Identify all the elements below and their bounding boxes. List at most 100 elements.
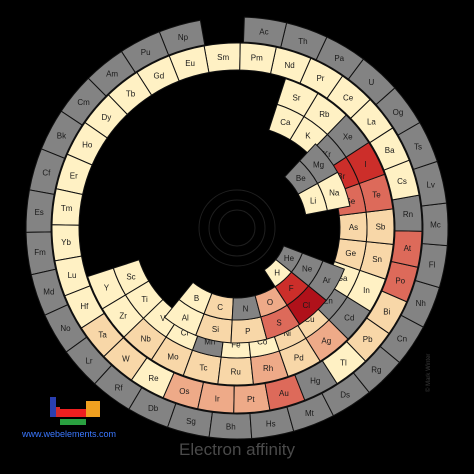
element-symbol-th: Th <box>298 37 307 46</box>
element-symbol-nh: Nh <box>416 299 426 308</box>
guide-circles <box>198 189 276 267</box>
element-cell-md[interactable] <box>30 268 69 316</box>
element-cell-ti[interactable] <box>124 280 164 320</box>
element-cell-dy[interactable] <box>84 94 128 139</box>
element-symbol-se: Se <box>345 197 355 206</box>
element-cell-eu[interactable] <box>168 45 210 82</box>
element-cell-ds[interactable] <box>321 372 370 417</box>
element-cell-ce[interactable] <box>326 75 371 119</box>
element-cell-er[interactable] <box>55 153 93 196</box>
element-cell-ho[interactable] <box>66 121 108 166</box>
element-cell-hs[interactable] <box>249 406 295 440</box>
element-cell-be[interactable] <box>284 160 319 195</box>
element-cell-cn[interactable] <box>379 314 424 364</box>
element-cell-bk[interactable] <box>40 110 83 159</box>
element-cell-he[interactable] <box>275 245 303 273</box>
element-cell-np[interactable] <box>158 19 206 56</box>
element-cell-pt[interactable] <box>233 382 271 414</box>
element-symbol-cl: Cl <box>302 301 310 310</box>
element-cell-os[interactable] <box>162 372 205 410</box>
element-cell-cm[interactable] <box>60 77 107 126</box>
element-cell-sg[interactable] <box>166 403 213 438</box>
element-symbol-cm: Cm <box>77 98 90 107</box>
element-cell-pa[interactable] <box>315 36 365 80</box>
element-cell-au[interactable] <box>264 374 306 411</box>
element-cell-gd[interactable] <box>136 55 180 96</box>
element-symbol-eu: Eu <box>185 59 195 68</box>
element-cell-rn[interactable] <box>391 194 423 232</box>
element-cell-lu[interactable] <box>54 255 91 297</box>
element-cell-am[interactable] <box>87 50 136 97</box>
element-cell-ir[interactable] <box>197 381 235 414</box>
element-cell-at[interactable] <box>390 230 423 268</box>
element-symbol-pu: Pu <box>141 48 151 57</box>
element-cell-hg[interactable] <box>294 360 338 401</box>
element-symbol-cu: Cu <box>304 315 314 324</box>
element-cell-ge[interactable] <box>333 238 367 271</box>
element-cell-cs[interactable] <box>383 159 420 201</box>
element-cell-ts[interactable] <box>397 121 438 170</box>
element-symbol-as: As <box>349 223 358 232</box>
element-cell-h[interactable] <box>263 258 293 288</box>
element-cell-tl[interactable] <box>321 340 367 385</box>
element-cell-n[interactable] <box>231 295 262 321</box>
element-cell-o[interactable] <box>254 286 288 318</box>
element-symbol-ni: Ni <box>283 329 291 338</box>
element-symbol-ts: Ts <box>414 143 422 152</box>
element-cell-rf[interactable] <box>94 364 143 410</box>
element-symbol-mo: Mo <box>167 352 179 361</box>
element-symbol-ag: Ag <box>321 336 331 345</box>
element-cell-mt[interactable] <box>286 392 335 432</box>
element-cell-ac[interactable] <box>242 16 288 48</box>
element-cell-ca[interactable] <box>268 103 305 141</box>
element-cell-pr[interactable] <box>299 57 344 99</box>
element-symbol-ar: Ar <box>323 276 331 285</box>
element-symbol-rg: Rg <box>371 365 381 374</box>
element-symbol-p: P <box>245 327 250 336</box>
element-cell-b[interactable] <box>178 281 213 315</box>
element-cell-ba[interactable] <box>369 127 410 171</box>
element-cell-nh[interactable] <box>400 279 441 328</box>
element-cell-fm[interactable] <box>25 231 57 276</box>
element-cell-w[interactable] <box>103 337 148 381</box>
element-cell-cf[interactable] <box>28 148 66 196</box>
element-cell-lv[interactable] <box>412 160 448 207</box>
element-cell-pu[interactable] <box>120 31 170 74</box>
element-cell-og[interactable] <box>375 87 421 136</box>
element-cell-tm[interactable] <box>51 188 84 226</box>
element-cell-th[interactable] <box>280 22 328 61</box>
element-cell-yb[interactable] <box>51 224 83 262</box>
element-symbol-ti: Ti <box>141 295 148 304</box>
element-symbol-og: Og <box>393 108 404 117</box>
element-symbol-kr: Kr <box>323 150 331 159</box>
element-cell-hf[interactable] <box>64 285 105 329</box>
element-cell-la[interactable] <box>349 98 394 144</box>
element-cell-tb[interactable] <box>107 71 153 116</box>
element-cell-ta[interactable] <box>80 312 125 358</box>
element-cell-li[interactable] <box>297 182 328 216</box>
element-cell-no[interactable] <box>44 304 88 353</box>
element-cell-mc[interactable] <box>421 202 449 247</box>
element-symbol-be: Be <box>296 174 306 183</box>
website-link[interactable]: www.webelements.com <box>22 429 117 439</box>
element-cell-bi[interactable] <box>366 290 408 335</box>
element-symbol-nd: Nd <box>285 61 295 70</box>
element-cell-fl[interactable] <box>414 243 448 289</box>
element-cell-u[interactable] <box>347 58 396 106</box>
element-cell-es[interactable] <box>25 189 55 233</box>
element-cell-lr[interactable] <box>65 336 113 385</box>
element-symbol-gd: Gd <box>153 71 164 80</box>
element-symbol-md: Md <box>43 287 54 296</box>
element-cell-c[interactable] <box>203 292 234 321</box>
element-cell-nd[interactable] <box>269 46 312 84</box>
element-cell-po[interactable] <box>381 260 419 303</box>
element-cell-pb[interactable] <box>346 317 390 362</box>
element-symbol-rh: Rh <box>263 364 273 373</box>
element-cell-re[interactable] <box>130 357 175 399</box>
element-symbol-al: Al <box>182 314 189 323</box>
element-cell-bh[interactable] <box>208 411 253 440</box>
element-cell-rg[interactable] <box>352 345 401 394</box>
element-cell-db[interactable] <box>128 387 177 428</box>
element-cell-pm[interactable] <box>239 42 277 75</box>
element-cell-as[interactable] <box>338 211 368 243</box>
